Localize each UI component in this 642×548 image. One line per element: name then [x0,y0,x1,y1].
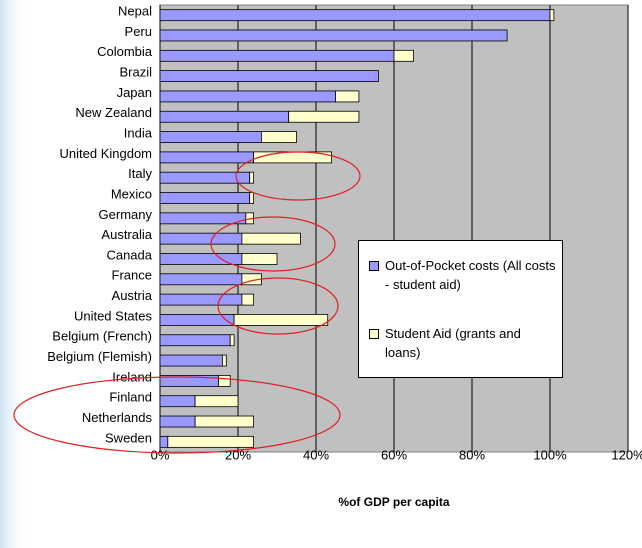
bar-segment [549,9,555,22]
x-tick-label: 40% [303,447,329,462]
legend: Out-of-Pocket costs (All costs - student… [358,240,563,378]
bar-segment [159,212,247,225]
bar-segment [335,90,360,103]
bar-segment [159,131,262,143]
x-tick-label: 100% [533,447,567,462]
y-tick-label: Peru [125,24,152,39]
bar-segment [221,354,227,367]
x-axis-title: %of GDP per capita [338,495,449,509]
x-tick-label: 80% [459,447,485,462]
bar-segment [241,253,278,265]
bar-segment [159,29,508,42]
bar-segment [249,192,254,204]
bar-segment [159,90,336,103]
bar-segment [233,314,329,326]
bar-segment [159,415,196,428]
bar-segment [249,171,254,184]
y-tick-label: Belgium (Flemish) [47,349,152,364]
bar-segment [241,232,301,245]
bar-segment [229,334,235,347]
bar-segment [288,110,360,123]
y-tick-label: Sweden [105,430,152,445]
bar-segment [194,415,255,428]
y-tick-label: Colombia [97,44,153,59]
bar-segment [159,110,290,123]
y-tick-label: New Zealand [75,105,152,120]
bar-segment [194,395,239,408]
y-tick-label: Mexico [111,186,152,201]
y-tick-label: Germany [99,207,153,222]
y-tick-label: United Kingdom [60,146,153,161]
legend-label: Student Aid (grants and loans) [385,326,521,360]
y-tick-label: Belgium (French) [52,329,152,344]
y-tick-label: India [124,126,153,141]
legend-swatch [369,329,379,339]
bar-segment [159,273,243,286]
legend-entry: Student Aid (grants and loans) [369,324,559,362]
bar-segment [159,354,223,367]
bar-segment [167,435,255,448]
bar-segment [260,131,297,143]
y-tick-label: Austria [112,288,153,303]
y-tick-label: Brazil [119,65,152,80]
annotation-ellipse [210,216,336,272]
x-tick-label: 60% [381,447,407,462]
bar-segment [159,70,379,83]
y-tick-label: Ireland [112,369,152,384]
bar-segment [241,293,254,306]
bar-segment [159,334,231,347]
y-tick-label: United States [74,308,153,323]
annotation-ellipse [235,151,361,201]
y-tick-label: Netherlands [82,410,153,425]
annotation-ellipse [13,376,341,454]
bar-segment [159,293,243,306]
y-tick-label: Italy [128,166,152,181]
y-tick-label: Nepal [118,4,152,19]
bar-segment [159,151,254,164]
legend-swatch [369,261,379,271]
background-strip [0,0,30,548]
y-tick-label: Finland [109,390,152,405]
bar-segment [159,232,243,245]
y-tick-label: France [112,268,152,283]
bar-segment [159,49,395,62]
x-tick-label: 120% [611,447,642,462]
y-tick-label: Japan [117,85,152,100]
bar-segment [159,435,169,448]
y-tick-label: Canada [106,247,152,262]
bar-segment [159,192,251,204]
x-tick-label: 0% [151,447,170,462]
bar-segment [218,374,231,387]
bar-segment [159,314,235,326]
annotation-ellipse [217,277,339,335]
y-tick-label: Australia [101,227,152,242]
legend-entry: Out-of-Pocket costs (All costs - student… [369,256,559,294]
bar-segment [393,49,414,62]
legend-label: Out-of-Pocket costs (All costs - student… [385,258,556,292]
bar-segment [159,395,196,408]
bar-segment [159,9,551,22]
